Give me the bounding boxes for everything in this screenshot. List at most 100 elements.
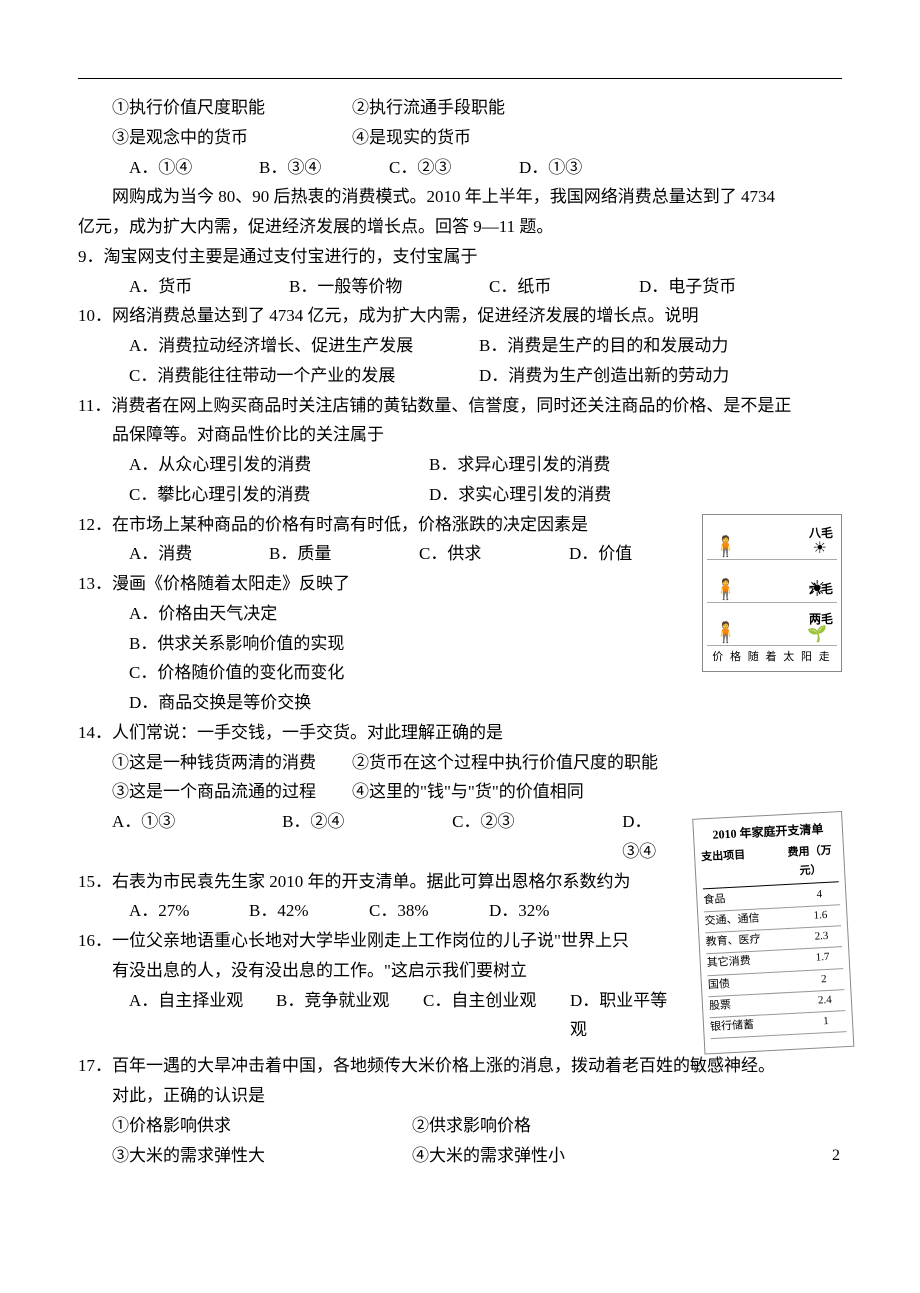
cartoon-caption: 价 格 随 着 太 阳 走 (707, 648, 837, 667)
q17-s1: ①价格影响供求 (112, 1111, 412, 1141)
q8-choices: A．①④ B．③④ C．②③ D．①③ (78, 153, 842, 183)
q16-A: A．自主择业观 (129, 986, 276, 1046)
page-rule (78, 78, 842, 79)
q10-choices-row1: A．消费拉动经济增长、促进生产发展 B．消费是生产的目的和发展动力 (78, 331, 842, 361)
q9-A: A．货币 (129, 272, 289, 302)
q15-D: D．32% (489, 896, 549, 926)
q17-stem1: 17．百年一遇的大旱冲击着中国，各地频传大米价格上涨的消息，拨动着老百姓的敏感神… (78, 1051, 842, 1081)
row-v: 1 (806, 1011, 847, 1032)
cartoon-plant-icon: 🌱 (807, 627, 827, 643)
q8-opt1: ①执行价值尺度职能 (112, 93, 352, 123)
row-v: 1.6 (800, 905, 841, 926)
q10-A: A．消费拉动经济增长、促进生产发展 (129, 331, 479, 361)
q9-D: D．电子货币 (639, 272, 736, 302)
q10-C: C．消费能往往带动一个产业的发展 (129, 361, 479, 391)
q10-B: B．消费是生产的目的和发展动力 (479, 331, 728, 361)
q8-C: C．②③ (389, 153, 519, 183)
q8-opt3: ③是观念中的货币 (112, 123, 352, 153)
expense-header-v: 费用（万元） (782, 841, 839, 882)
passage-line2: 亿元，成为扩大内需，促进经济发展的增长点。回答 9—11 题。 (78, 212, 842, 242)
q10-D: D．消费为生产创造出新的劳动力 (479, 361, 729, 391)
q17-s-row2: ③大米的需求弹性大 ④大米的需求弹性小 (78, 1141, 842, 1171)
q12-B: B．质量 (269, 539, 419, 569)
q15-C: C．38% (369, 896, 489, 926)
q13-D: D．商品交换是等价交换 (78, 688, 842, 718)
q12-choices: A．消费 B．质量 C．供求 D．价值 (78, 539, 692, 569)
q14-s3: ③这是一个商品流通的过程 (112, 777, 352, 807)
q11-choices-row2: C．攀比心理引发的消费 D．求实心理引发的消费 (78, 480, 842, 510)
q10-choices-row2: C．消费能往往带动一个产业的发展 D．消费为生产创造出新的劳动力 (78, 361, 842, 391)
q17-s4: ④大米的需求弹性小 (412, 1141, 565, 1171)
q14-A: A．①③ (112, 807, 282, 867)
passage-line1: 网购成为当今 80、90 后热衷的消费模式。2010 年上半年，我国网络消费总量… (78, 182, 842, 212)
cartoon-figure-icon: 🧍 (713, 537, 738, 557)
expense-header-k: 支出项目 (701, 844, 784, 887)
q11-D: D．求实心理引发的消费 (429, 480, 611, 510)
cartoon-price2: 六毛 (809, 579, 833, 600)
q16-B: B．竞争就业观 (276, 986, 423, 1046)
q15-stem: 15．右表为市民袁先生家 2010 年的开支清单。据此可算出恩格尔系数约为 (78, 867, 638, 897)
q11-C: C．攀比心理引发的消费 (129, 480, 429, 510)
q8-D: D．①③ (519, 153, 582, 183)
q11-choices-row1: A．从众心理引发的消费 B．求异心理引发的消费 (78, 450, 842, 480)
q9-stem: 9．淘宝网支付主要是通过支付宝进行的，支付宝属于 (78, 242, 842, 272)
q8-A: A．①④ (129, 153, 259, 183)
q8-opt4: ④是现实的货币 (352, 123, 471, 153)
q15-A: A．27% (129, 896, 249, 926)
q8-statements-row2: ③是观念中的货币 ④是现实的货币 (78, 123, 842, 153)
q11-stem2: 品保障等。对商品性价比的关注属于 (78, 420, 842, 450)
q14-s-row1: ①这是一种钱货两清的消费 ②货币在这个过程中执行价值尺度的职能 (78, 748, 842, 778)
row-v: 2.3 (801, 926, 842, 947)
cartoon-figure-icon: 🧍 (713, 623, 738, 643)
page-number: 2 (832, 1142, 840, 1170)
q12-D: D．价值 (569, 539, 632, 569)
q16-D: D．职业平等观 (570, 986, 682, 1046)
q14-C: C．②③ (452, 807, 622, 867)
cartoon-figure-icon: 🧍 (713, 580, 738, 600)
row-k: 股票 (709, 992, 806, 1016)
q14-s1: ①这是一种钱货两清的消费 (112, 748, 352, 778)
q14-choices: A．①③ B．②④ C．②③ D．③④ (78, 807, 682, 867)
q11-stem1: 11．消费者在网上购买商品时关注店铺的黄钻数量、信誉度，同时还关注商品的价格、是… (78, 391, 842, 421)
expense-table-image: 2010 年家庭开支清单 支出项目 费用（万元） 食品4 交通、通信1.6 教育… (692, 811, 854, 1055)
q16-C: C．自主创业观 (423, 986, 570, 1046)
cartoon-sun-icon: ☀ (813, 541, 827, 557)
row-k: 教育、医疗 (705, 928, 802, 952)
q10-stem: 10．网络消费总量达到了 4734 亿元，成为扩大内需，促进经济发展的增长点。说… (78, 301, 842, 331)
row-v: 2 (803, 969, 844, 990)
q14-s2: ②货币在这个过程中执行价值尺度的职能 (352, 748, 658, 778)
q14-s4: ④这里的"钱"与"货"的价值相同 (352, 777, 584, 807)
q16-stem1: 16．一位父亲地语重心长地对大学毕业刚走上工作岗位的儿子说"世界上只 (78, 926, 638, 956)
cartoon-image: 八毛 🧍 ☀ 🧍 ☀ 六毛 两毛 🧍 🌱 价 格 随 着 太 阳 走 (702, 514, 842, 672)
q16-choices: A．自主择业观 B．竞争就业观 C．自主创业观 D．职业平等观 (78, 986, 682, 1046)
row-v: 1.7 (802, 947, 843, 968)
q14-s-row2: ③这是一个商品流通的过程 ④这里的"钱"与"货"的价值相同 (78, 777, 842, 807)
q14-stem: 14．人们常说：一手交钱，一手交货。对此理解正确的是 (78, 718, 842, 748)
row-k: 食品 (703, 886, 800, 910)
q9-B: B．一般等价物 (289, 272, 489, 302)
row-v: 4 (799, 884, 840, 905)
row-v: 2.4 (804, 990, 845, 1011)
q17-s-row1: ①价格影响供求 ②供求影响价格 (78, 1111, 842, 1141)
q17-stem2: 对此，正确的认识是 (78, 1081, 842, 1111)
q11-B: B．求异心理引发的消费 (429, 450, 610, 480)
q14-B: B．②④ (282, 807, 452, 867)
q17-s3: ③大米的需求弹性大 (112, 1141, 412, 1171)
q8-B: B．③④ (259, 153, 389, 183)
q8-statements-row1: ①执行价值尺度职能 ②执行流通手段职能 (78, 93, 842, 123)
row-k: 交通、通信 (704, 907, 801, 931)
q9-C: C．纸币 (489, 272, 639, 302)
q17-s2: ②供求影响价格 (412, 1111, 531, 1141)
q8-opt2: ②执行流通手段职能 (352, 93, 505, 123)
row-k: 国债 (707, 971, 804, 995)
row-k: 银行储蓄 (710, 1013, 807, 1037)
q11-A: A．从众心理引发的消费 (129, 450, 429, 480)
q15-choices: A．27% B．42% C．38% D．32% (78, 896, 682, 926)
q14-D: D．③④ (622, 807, 682, 867)
row-k: 其它消费 (706, 950, 803, 974)
q12-C: C．供求 (419, 539, 569, 569)
q12-A: A．消费 (129, 539, 269, 569)
q15-B: B．42% (249, 896, 369, 926)
expense-header: 支出项目 费用（万元） (701, 841, 839, 889)
q9-choices: A．货币 B．一般等价物 C．纸币 D．电子货币 (78, 272, 842, 302)
